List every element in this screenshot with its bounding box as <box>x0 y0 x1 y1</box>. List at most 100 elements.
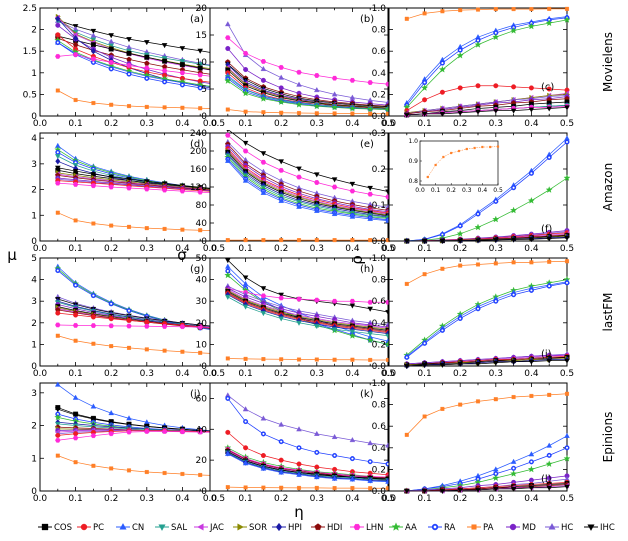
point-ihc <box>546 106 552 112</box>
series-line-hpi <box>227 452 389 482</box>
series-line-ihc <box>57 167 219 190</box>
x-tick-label: 0.4 <box>345 119 360 129</box>
x-tick-label: 0.3 <box>489 369 503 379</box>
legend-marker <box>391 522 401 531</box>
y-tick-label: 2 <box>31 186 37 196</box>
inset-series-line <box>427 146 499 178</box>
legend-item-hdi: HDI <box>311 523 342 533</box>
series-line-lhn <box>227 134 389 198</box>
series-line-md <box>227 48 389 106</box>
point-lhn <box>331 184 338 190</box>
point-lhn <box>278 168 284 173</box>
series-line-md <box>406 96 568 115</box>
point-ihc <box>439 489 446 494</box>
point-ihc <box>260 151 267 157</box>
point-pa <box>225 356 230 361</box>
point-lhn <box>55 322 61 328</box>
panel-b: 0.0 0.1 0.2 0.3 0.4 0.5 0 5 10 15 20 (b) <box>196 4 396 129</box>
x-tick-label: 0.3 <box>310 119 324 129</box>
point-aa <box>421 84 429 91</box>
point-cn <box>331 475 338 481</box>
panel-e: 0.0 0.1 0.2 0.3 0.4 0.5 0 40 80 120 160 200 240 (e) <box>190 129 395 254</box>
point-ihc <box>510 108 517 114</box>
point-aa <box>563 174 570 181</box>
point-md <box>55 22 61 28</box>
series-line-aa <box>406 458 568 492</box>
series-line-jac <box>227 149 389 215</box>
x-tick-label: 0.2 <box>274 369 288 379</box>
point-ihc <box>126 37 132 43</box>
y-tick-label: 1 <box>31 454 37 464</box>
point-aa <box>348 332 356 339</box>
point-pc <box>55 432 61 438</box>
x-tick-label: 0.0 <box>203 119 218 129</box>
point-pa <box>440 406 445 411</box>
legend-item-ihc: IHC <box>584 523 615 533</box>
point-ihc <box>404 112 410 118</box>
point-pa <box>162 226 167 231</box>
point-ihc <box>457 110 463 116</box>
series-line-cn <box>227 160 389 222</box>
panel-label: (g) <box>190 264 204 275</box>
point-ra-center <box>262 432 265 435</box>
y-tick-label: 0.4 <box>372 69 387 79</box>
point-ra-center <box>476 307 480 310</box>
y-tick-label: 0.2 <box>372 340 386 350</box>
series-line-hdi <box>57 37 219 76</box>
x-tick-label: 0.1 <box>238 369 252 379</box>
x-tick-label: 0.2 <box>453 119 467 129</box>
point-ra-center <box>92 61 95 64</box>
point-pc <box>278 457 284 463</box>
point-ra-center <box>74 161 77 164</box>
point-aa <box>545 19 553 27</box>
point-hc <box>331 433 338 439</box>
point-pa <box>332 238 337 243</box>
point-aa <box>224 77 232 84</box>
point-pa <box>279 485 284 490</box>
y-tick-label: 40 <box>196 219 208 229</box>
point-lhn <box>161 429 168 434</box>
y-tick-label: 0.6 <box>372 422 387 432</box>
point-hc <box>296 81 302 87</box>
inset-point <box>496 145 500 148</box>
x-tick-label: 0.0 <box>33 119 48 129</box>
point-pa <box>350 357 355 362</box>
point-ra-center <box>145 77 148 80</box>
point-cn <box>349 213 356 219</box>
point-pc <box>90 314 96 320</box>
point-pa <box>297 357 301 362</box>
series-line-lhn <box>57 431 219 441</box>
point-pa <box>91 463 96 468</box>
point-lhn <box>72 435 79 441</box>
y-tick-label: 0 <box>31 362 37 372</box>
point-lhn <box>90 323 97 328</box>
point-lhn <box>225 132 231 138</box>
point-pa <box>314 357 319 362</box>
point-hc <box>314 430 320 436</box>
point-pa <box>279 110 284 115</box>
point-ihc <box>475 109 481 115</box>
series-group <box>403 135 570 244</box>
inset-frame <box>419 140 499 186</box>
point-hc <box>296 426 302 432</box>
point-sal <box>55 154 61 160</box>
legend-marker <box>587 524 595 531</box>
point-lhn <box>90 433 97 439</box>
point-ra-center <box>530 460 533 463</box>
y-tick-label: 2.5 <box>23 4 37 14</box>
panel-h: 0.0 0.1 0.2 0.3 0.4 0.5 0 10 20 30 40 50 (h) <box>196 254 396 379</box>
x-tick-label: 0.0 <box>203 369 218 379</box>
point-lhn <box>72 323 79 328</box>
point-hpi <box>55 15 61 23</box>
series-line-lhn <box>227 449 389 478</box>
point-lhn <box>55 180 61 186</box>
series-line-cn <box>406 281 568 357</box>
y-tick-label: 0 <box>201 112 207 122</box>
series-line-lhn <box>57 54 219 78</box>
point-lhn <box>367 299 373 305</box>
y-tick-label: 50 <box>196 254 208 264</box>
y-tick-label: 40 <box>196 276 208 286</box>
point-lhn <box>349 298 356 304</box>
inset-x-tick-label: 0.1 <box>431 187 441 194</box>
x-tick-label: 0.2 <box>104 244 118 254</box>
